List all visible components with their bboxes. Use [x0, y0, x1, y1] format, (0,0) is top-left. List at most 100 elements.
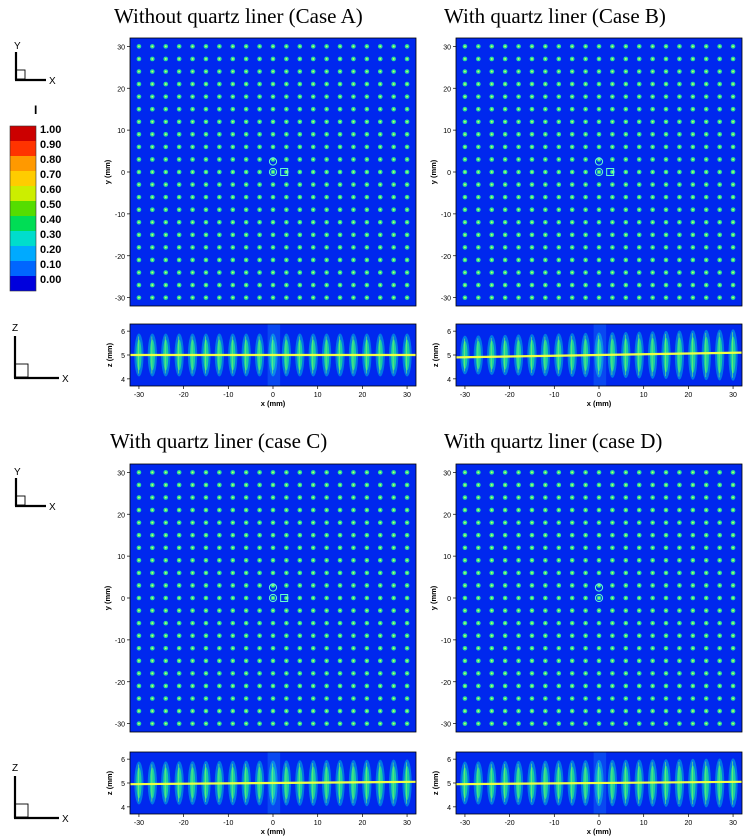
spot-core	[231, 196, 234, 199]
spot-core	[164, 233, 167, 236]
spot-core	[624, 559, 627, 562]
spot-core	[191, 685, 194, 687]
spot-core	[571, 83, 574, 85]
spot-core	[325, 571, 328, 574]
spot-core	[325, 659, 328, 662]
spot-core	[718, 83, 721, 85]
spot-core	[665, 571, 667, 574]
spot-core	[464, 722, 466, 725]
spot-core	[258, 83, 261, 85]
spot-core	[665, 120, 667, 123]
spot-core	[258, 246, 261, 249]
spot-core	[205, 296, 207, 299]
spot-core	[352, 158, 355, 161]
spot-core	[164, 158, 167, 161]
spot-core	[477, 471, 480, 474]
spot-core	[464, 246, 466, 249]
spot-core	[205, 659, 207, 662]
spot-core	[339, 471, 341, 474]
spot-core	[138, 83, 140, 85]
z-axis-label: z (mm)	[105, 770, 114, 795]
spot-core	[624, 208, 627, 211]
spot-core	[245, 722, 248, 725]
spot-core	[517, 710, 520, 712]
spot-core	[164, 647, 167, 650]
spot-core	[517, 221, 520, 224]
focal-plane-line	[456, 351, 742, 359]
spot-core	[678, 496, 681, 499]
spot-core	[178, 710, 181, 712]
spot-core	[339, 634, 341, 637]
spot-core	[258, 233, 261, 236]
spot-core	[218, 284, 221, 286]
spot-core	[312, 496, 315, 499]
spot-core	[584, 534, 587, 537]
spot-core	[665, 95, 667, 98]
spot-core	[406, 233, 408, 236]
spot-core	[464, 221, 466, 224]
spot-core	[298, 471, 301, 474]
spot-core	[312, 145, 315, 148]
spot-core	[691, 246, 694, 249]
spot-core	[325, 496, 328, 499]
spot-core	[477, 571, 480, 574]
spot-core	[138, 546, 140, 549]
spot-core	[705, 259, 708, 261]
spot-core	[151, 722, 154, 725]
spot-core	[718, 597, 721, 599]
spot-core	[245, 246, 248, 249]
y-tick-label: -30	[115, 296, 125, 303]
spot-core	[718, 710, 721, 712]
spot-core	[517, 647, 520, 650]
profile-lobe-core	[515, 340, 522, 370]
spot-core	[477, 584, 480, 587]
spot-core	[517, 158, 520, 161]
spot-core	[718, 685, 721, 687]
spot-core	[490, 609, 493, 612]
spot-core	[379, 145, 382, 148]
z-axis-label: z (mm)	[105, 342, 114, 367]
spot-core	[272, 659, 274, 662]
x-tick-label: 30	[403, 820, 411, 827]
spot-core	[665, 471, 667, 474]
spot-core	[718, 471, 721, 474]
spot-core	[151, 246, 154, 249]
spot-core	[339, 271, 341, 274]
spot-core	[718, 221, 721, 224]
spot-core	[339, 133, 341, 136]
spot-core	[325, 196, 328, 199]
spot-core	[151, 534, 154, 537]
spot-core	[571, 95, 574, 98]
spot-core	[379, 571, 382, 574]
spot-core	[245, 546, 248, 549]
spot-core	[392, 284, 395, 286]
spot-core	[611, 672, 614, 675]
spot-core	[691, 183, 694, 186]
spot-core	[245, 158, 248, 161]
spot-core	[312, 120, 315, 123]
spot-core	[205, 133, 207, 136]
spot-core	[325, 70, 328, 73]
spot-core	[272, 284, 274, 286]
center-marker	[594, 167, 604, 177]
spot-core	[665, 672, 667, 675]
spot-core	[298, 559, 301, 562]
spot-core	[191, 70, 194, 73]
spot-core	[718, 296, 721, 299]
spot-core	[218, 597, 221, 599]
spot-core	[191, 609, 194, 612]
spot-core	[598, 659, 600, 662]
spot-core	[151, 546, 154, 549]
spot-core	[678, 521, 681, 524]
spot-core	[571, 208, 574, 211]
spot-core	[651, 208, 654, 211]
spot-core	[406, 559, 408, 562]
spot-core	[298, 108, 301, 111]
spot-core	[638, 571, 641, 574]
spot-core	[406, 634, 408, 637]
spot-core	[732, 233, 734, 236]
colorbar-swatch	[10, 231, 36, 246]
spot-core	[504, 634, 507, 637]
spot-core	[272, 145, 274, 148]
spot-core	[258, 95, 261, 98]
